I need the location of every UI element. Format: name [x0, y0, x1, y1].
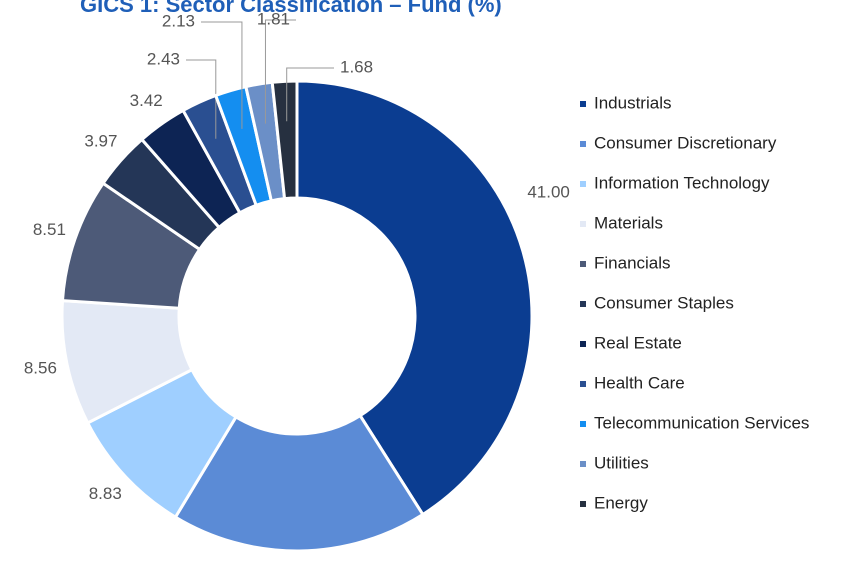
data-label: 8.56	[24, 358, 57, 377]
data-label: 3.97	[84, 132, 117, 151]
legend-swatch	[580, 501, 586, 507]
data-label: 8.83	[89, 484, 122, 503]
leader-line	[201, 21, 243, 129]
chart-title: GICS 1: Sector Classification – Fund (%)	[80, 0, 502, 17]
legend-label: Utilities	[594, 453, 649, 472]
legend-swatch	[580, 461, 586, 467]
leader-line	[264, 19, 296, 124]
legend-label: Real Estate	[594, 333, 682, 352]
legend-swatch	[580, 221, 586, 227]
legend-swatch	[580, 341, 586, 347]
legend-label: Energy	[594, 493, 648, 512]
legend-label: Financials	[594, 253, 671, 272]
leader-line	[286, 67, 334, 122]
slice	[270, 79, 299, 201]
legend-label: Health Care	[594, 373, 685, 392]
legend-swatch	[580, 181, 586, 187]
data-label: 3.42	[130, 91, 163, 110]
data-label: 8.51	[33, 220, 66, 239]
slice	[295, 79, 534, 517]
data-label: 2.43	[147, 49, 180, 68]
legend-swatch	[580, 301, 586, 307]
legend-swatch	[580, 381, 586, 387]
data-label: 2.13	[162, 11, 195, 30]
legend-label: Industrials	[594, 93, 671, 112]
legend-swatch	[580, 101, 586, 107]
legend-label: Materials	[594, 213, 663, 232]
legend-swatch	[580, 261, 586, 267]
data-label: 1.68	[340, 57, 373, 76]
leader-line	[186, 59, 217, 139]
slice	[173, 413, 425, 553]
legend-label: Consumer Staples	[594, 293, 734, 312]
legend-label: Telecommunication Services	[594, 413, 809, 432]
legend-swatch	[580, 141, 586, 147]
legend-swatch	[580, 421, 586, 427]
data-label: 1.81	[257, 9, 290, 28]
legend-label: Consumer Discretionary	[594, 133, 777, 152]
data-label: 41.00	[527, 182, 570, 201]
legend-label: Information Technology	[594, 173, 770, 192]
